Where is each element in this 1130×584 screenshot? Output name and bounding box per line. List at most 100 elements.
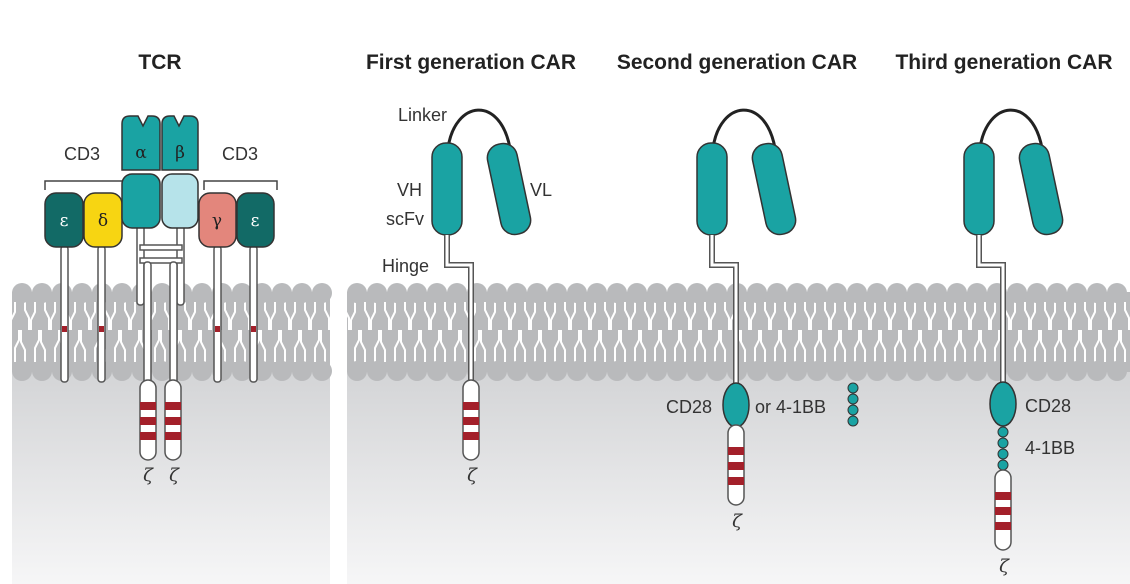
cd3-gamma: γ — [198, 192, 237, 248]
lipid-head — [827, 361, 847, 381]
lipid-head — [807, 283, 827, 303]
cd3-right-label: CD3 — [222, 144, 258, 164]
cd3-left-label: CD3 — [64, 144, 100, 164]
lipid-head — [32, 361, 52, 381]
lipid-head — [627, 361, 647, 381]
first-hinge-label: Hinge — [382, 256, 429, 276]
third-cd28-domain — [989, 381, 1017, 427]
lipid-head — [607, 283, 627, 303]
lipid-head — [867, 361, 887, 381]
tcr-title: TCR — [138, 51, 181, 74]
tcr-zeta-itam-left — [139, 379, 157, 461]
lipid-head — [947, 361, 967, 381]
second-zeta-label: ζ — [732, 511, 743, 532]
first-zeta-itam — [462, 379, 480, 461]
lipid-head — [547, 283, 567, 303]
lipid-head — [1107, 361, 1127, 381]
lipid-head — [232, 361, 252, 381]
lipid-head — [367, 283, 387, 303]
lipid-head — [547, 361, 567, 381]
lipid-head — [567, 283, 587, 303]
lipid-head — [312, 283, 332, 303]
lipid-head — [1027, 361, 1047, 381]
first-gen-title: First generation CAR — [366, 51, 576, 74]
tcr-ab-stalks — [136, 224, 185, 306]
third-zeta-label: ζ — [999, 556, 1010, 577]
lipid-head — [847, 361, 867, 381]
lipid-head — [587, 283, 607, 303]
tcr-zeta-stalks — [143, 261, 178, 385]
lipid-head — [887, 361, 907, 381]
lipid-head — [447, 283, 467, 303]
lipid-head — [627, 283, 647, 303]
tcr-zeta-left-label: ζ — [143, 465, 154, 486]
third-41bb-beads — [997, 426, 1009, 471]
svg-text:ε: ε — [60, 211, 69, 231]
cd3-epsilon-left: ε — [44, 192, 84, 248]
lipid-head — [312, 361, 332, 381]
lipid-head — [567, 361, 587, 381]
lipid-head — [292, 361, 312, 381]
cd3-right-bracket — [203, 180, 278, 190]
lipid-head — [687, 361, 707, 381]
tcr-alpha-chain: α — [121, 115, 161, 229]
svg-text:α: α — [135, 143, 147, 163]
lipid-head — [272, 283, 292, 303]
cd3-left-bracket — [44, 180, 126, 190]
lipid-head — [112, 361, 132, 381]
second-gen-title: Second generation CAR — [617, 51, 857, 74]
lipid-head — [12, 283, 32, 303]
lipid-head — [292, 283, 312, 303]
tcr-zeta-right-label: ζ — [169, 465, 180, 486]
lipid-head — [927, 361, 947, 381]
tcr-beta-chain: β — [161, 115, 199, 229]
lipid-head — [32, 283, 52, 303]
cd3-stalks — [60, 245, 258, 383]
lipid-head — [347, 283, 367, 303]
lipid-head — [807, 361, 827, 381]
lipid-head — [787, 361, 807, 381]
third-zeta-itam — [994, 469, 1012, 551]
lipid-head — [767, 361, 787, 381]
first-zeta-label: ζ — [467, 465, 478, 486]
lipid-head — [427, 361, 447, 381]
lipid-head — [407, 283, 427, 303]
lipid-head — [1107, 283, 1127, 303]
second-cd28-label: CD28 — [666, 397, 712, 417]
lipid-head — [907, 283, 927, 303]
lipid-head — [272, 361, 292, 381]
second-or-41bb-label: or 4-1BB — [755, 397, 826, 417]
lipid-head — [707, 361, 727, 381]
lipid-head — [527, 361, 547, 381]
lipid-head — [967, 361, 987, 381]
lipid-head — [947, 283, 967, 303]
lipid-head — [427, 283, 447, 303]
svg-text:γ: γ — [212, 211, 222, 231]
lipid-head — [667, 361, 687, 381]
lipid-head — [112, 283, 132, 303]
lipid-head — [747, 361, 767, 381]
lipid-head — [827, 283, 847, 303]
lipid-head — [407, 361, 427, 381]
lipid-head — [907, 361, 927, 381]
first-linker-label: Linker — [398, 105, 447, 125]
lipid-head — [667, 283, 687, 303]
svg-text:β: β — [175, 143, 185, 163]
lipid-head — [607, 361, 627, 381]
lipid-head — [72, 283, 92, 303]
lipid-head — [767, 283, 787, 303]
lipid-head — [1047, 283, 1067, 303]
lipid-head — [1087, 361, 1107, 381]
first-vh-label: VH — [397, 180, 422, 200]
lipid-head — [1007, 283, 1027, 303]
second-gen-car — [696, 108, 859, 506]
lipid-head — [12, 361, 32, 381]
lipid-head — [747, 283, 767, 303]
lipid-head — [152, 361, 172, 381]
first-vl-domain — [486, 142, 532, 236]
lipid-head — [192, 283, 212, 303]
lipid-head — [647, 283, 667, 303]
lipid-head — [447, 361, 467, 381]
first-linker — [446, 108, 512, 149]
